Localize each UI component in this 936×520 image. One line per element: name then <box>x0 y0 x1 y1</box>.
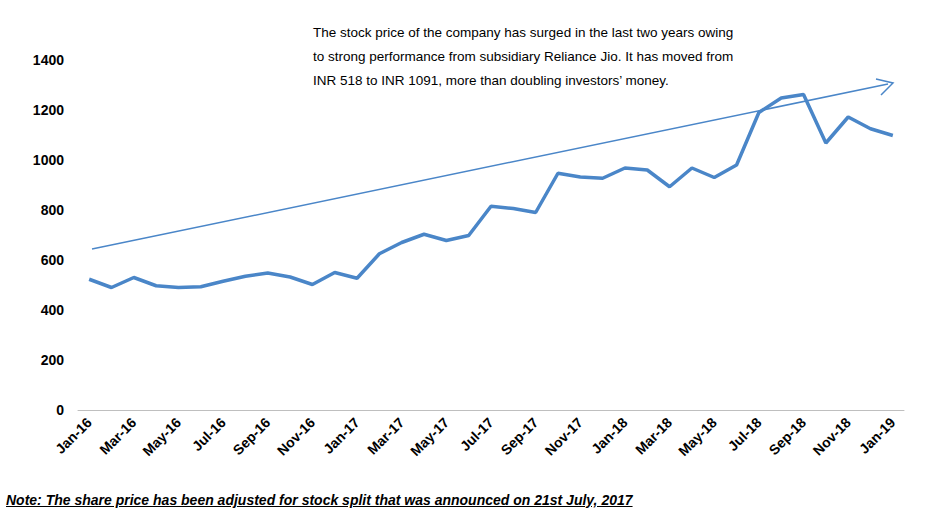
svg-text:to strong performance from sub: to strong performance from subsidiary Re… <box>313 49 733 64</box>
svg-text:Jul-16: Jul-16 <box>189 414 229 454</box>
svg-text:600: 600 <box>41 252 65 268</box>
svg-text:0: 0 <box>56 402 64 418</box>
svg-text:Sep-18: Sep-18 <box>765 414 809 458</box>
svg-text:Jan-16: Jan-16 <box>52 414 95 457</box>
svg-text:Nov-18: Nov-18 <box>810 414 854 458</box>
svg-text:1200: 1200 <box>33 102 64 118</box>
svg-text:May-18: May-18 <box>675 414 720 459</box>
svg-text:May-16: May-16 <box>139 414 184 459</box>
svg-text:Jul-17: Jul-17 <box>457 414 497 454</box>
svg-text:800: 800 <box>41 202 65 218</box>
svg-text:Jul-18: Jul-18 <box>725 414 765 454</box>
svg-text:400: 400 <box>41 302 65 318</box>
svg-text:Mar-17: Mar-17 <box>364 414 407 457</box>
svg-text:May-17: May-17 <box>407 414 452 459</box>
svg-text:200: 200 <box>41 352 65 368</box>
svg-text:Nov-16: Nov-16 <box>274 414 318 458</box>
svg-text:Mar-16: Mar-16 <box>96 414 139 457</box>
svg-text:The stock price of the company: The stock price of the company has surge… <box>313 25 733 40</box>
svg-text:Nov-17: Nov-17 <box>542 414 586 458</box>
svg-text:Mar-18: Mar-18 <box>632 414 675 457</box>
html-text:Note: The share price has been: Note: The share price has been adjusted … <box>6 492 633 508</box>
svg-text:1000: 1000 <box>33 152 64 168</box>
svg-text:1400: 1400 <box>33 52 64 68</box>
svg-text:INR 518 to INR 1091, more than: INR 518 to INR 1091, more than doubling … <box>313 73 669 88</box>
svg-text:Jan-17: Jan-17 <box>320 414 363 457</box>
svg-text:Jan-18: Jan-18 <box>588 414 631 457</box>
svg-text:Sep-16: Sep-16 <box>230 414 274 458</box>
svg-text:Jan-19: Jan-19 <box>856 414 899 457</box>
svg-text:Sep-17: Sep-17 <box>498 414 542 458</box>
